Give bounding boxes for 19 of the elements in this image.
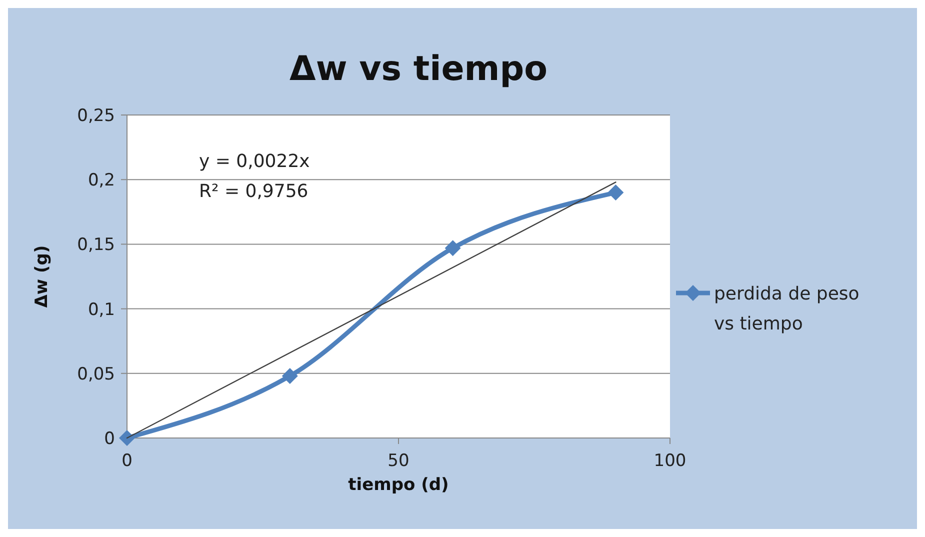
point xyxy=(119,430,135,446)
x-tick-label: 100 xyxy=(654,451,686,471)
y-tick-label: 0,1 xyxy=(88,300,115,320)
x-axis-title: tiempo (d) xyxy=(348,475,449,495)
point xyxy=(444,240,461,256)
chart-title: Δw vs tiempo xyxy=(290,49,548,89)
x-tick-label: 50 xyxy=(388,451,410,471)
y-tick-label: 0 xyxy=(104,428,115,449)
y-tick-label: 0,2 xyxy=(88,170,115,191)
point xyxy=(282,368,298,384)
annotation: R² = 0,9756 xyxy=(199,181,308,202)
x-tick-label: 0 xyxy=(122,451,132,471)
y-tick-label: 0,25 xyxy=(77,106,115,126)
y-tick-label: 0,15 xyxy=(77,235,115,256)
legend-label: perdida de peso vs tiempo xyxy=(714,283,860,334)
point xyxy=(608,184,624,201)
y-tick-label: 0,05 xyxy=(77,364,115,384)
y-axis-title: Δw (g) xyxy=(32,245,52,308)
annotation: y = 0,0022x xyxy=(199,151,310,172)
